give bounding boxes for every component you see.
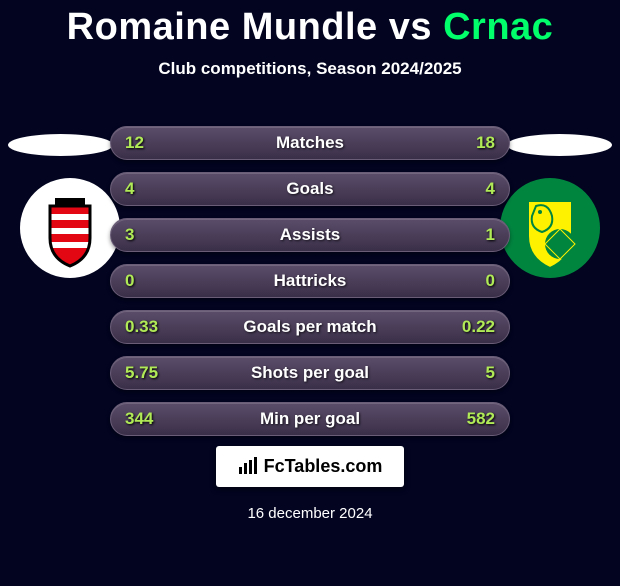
stat-right-value: 5 (445, 363, 495, 383)
stat-row: 3 Assists 1 (110, 218, 510, 252)
stat-left-value: 344 (125, 409, 175, 429)
stat-right-value: 18 (445, 133, 495, 153)
chart-icon (238, 457, 258, 475)
stat-right-value: 1 (445, 225, 495, 245)
stat-left-value: 12 (125, 133, 175, 153)
stat-right-value: 0 (445, 271, 495, 291)
stat-right-value: 4 (445, 179, 495, 199)
player2-silhouette-shadow (507, 134, 612, 156)
stat-left-value: 0 (125, 271, 175, 291)
stat-row: 5.75 Shots per goal 5 (110, 356, 510, 390)
footer: FcTables.com 16 december 2024 (0, 446, 620, 522)
stat-row: 0 Hattricks 0 (110, 264, 510, 298)
stat-row: 0.33 Goals per match 0.22 (110, 310, 510, 344)
vs-text: vs (389, 6, 432, 48)
stat-row: 4 Goals 4 (110, 172, 510, 206)
stat-left-value: 5.75 (125, 363, 175, 383)
player2-name: Crnac (443, 6, 553, 48)
page-title: Romaine Mundle vs Crnac (0, 6, 620, 49)
stat-left-value: 4 (125, 179, 175, 199)
stat-row: 12 Matches 18 (110, 126, 510, 160)
player1-silhouette-shadow (8, 134, 113, 156)
stat-left-value: 0.33 (125, 317, 175, 337)
player1-name: Romaine Mundle (67, 6, 378, 48)
sunderland-crest (20, 178, 120, 278)
brand-box: FcTables.com (216, 446, 405, 487)
stat-right-value: 0.22 (445, 317, 495, 337)
stat-right-value: 582 (445, 409, 495, 429)
date-text: 16 december 2024 (0, 505, 620, 522)
stat-left-value: 3 (125, 225, 175, 245)
brand-text: FcTables.com (264, 456, 383, 476)
stat-row: 344 Min per goal 582 (110, 402, 510, 436)
subtitle: Club competitions, Season 2024/2025 (0, 59, 620, 79)
norwich-crest (500, 178, 600, 278)
stats-table: 12 Matches 18 4 Goals 4 3 Assists 1 0 Ha… (110, 126, 510, 448)
